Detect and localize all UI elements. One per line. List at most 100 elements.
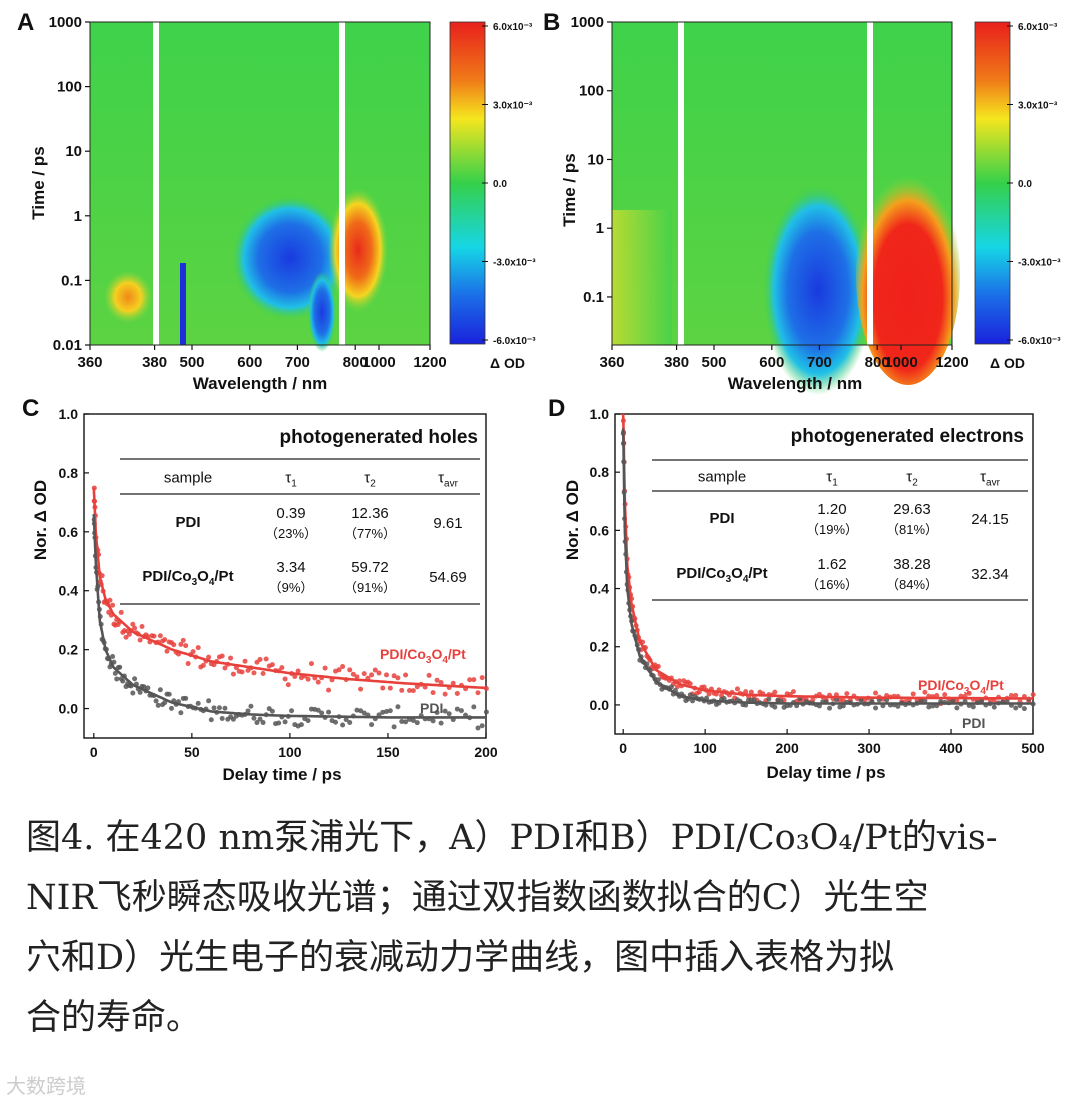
heatmap-a-feature-blue-tail: [308, 272, 336, 352]
x-tick-label: 360: [599, 354, 624, 371]
data-point: [687, 692, 693, 698]
y-tick-label: 0.01: [53, 337, 82, 354]
plot-d-legend-pdi: PDI: [962, 715, 985, 731]
data-point: [195, 700, 201, 706]
y-tick-label: 0.0: [59, 701, 79, 717]
y-tick-label: 1000: [571, 14, 604, 31]
data-point: [340, 722, 346, 728]
data-point: [269, 662, 275, 668]
colorbar-tick-label: -3.0x10⁻³: [1018, 258, 1061, 269]
data-point: [350, 671, 356, 677]
data-point: [326, 709, 332, 715]
panel-label-c: C: [22, 395, 39, 422]
data-point: [219, 653, 225, 659]
y-tick-label: 0.4: [590, 581, 610, 597]
data-point: [251, 715, 257, 721]
data-point: [942, 692, 948, 698]
plot-c-frame: [83, 413, 487, 739]
x-tick-label: 400: [939, 740, 963, 756]
data-point: [399, 687, 405, 693]
data-point: [1013, 692, 1019, 698]
plot-d-ylabel: Nor. Δ OD: [563, 480, 582, 560]
data-point: [790, 689, 796, 695]
table-cell-t2: 29.63: [893, 501, 931, 518]
plot-c-title: photogenerated holes: [280, 427, 478, 448]
data-point: [285, 682, 291, 688]
x-tick-label: 100: [278, 744, 302, 760]
data-point: [910, 691, 916, 697]
fit-line: [92, 514, 486, 719]
y-tick-label: 0.8: [590, 464, 610, 480]
x-tick-label: 500: [179, 354, 204, 371]
table-header: τ2: [364, 470, 376, 490]
x-tick-label: 50: [184, 744, 200, 760]
x-tick-label: 200: [775, 740, 799, 756]
table-cell-tavr: 32.34: [971, 566, 1009, 583]
data-point: [248, 703, 254, 709]
data-point: [130, 690, 136, 696]
data-point: [426, 672, 432, 678]
table-cell-sample: PDI/Co3O4/Pt: [142, 568, 233, 588]
data-point: [361, 671, 367, 677]
data-point: [384, 672, 390, 678]
data-point: [479, 723, 485, 729]
table-cell-t2: 59.72: [351, 559, 389, 576]
data-point: [164, 648, 170, 654]
data-point: [922, 698, 928, 704]
x-tick-label: 0: [619, 740, 627, 756]
data-point: [372, 667, 378, 673]
figure-caption: 图4. 在420 nm泵浦光下，A）PDI和B）PDI/Co₃O₄/Pt的vis…: [26, 808, 1061, 1048]
data-point: [216, 705, 222, 711]
data-point: [706, 691, 712, 697]
data-point: [376, 670, 382, 676]
colorbar-a-label: Δ OD: [490, 355, 525, 371]
data-point: [315, 679, 321, 685]
x-tick-label: 1000: [362, 354, 395, 371]
data-point: [926, 704, 932, 710]
panel-label-b: B: [543, 9, 560, 36]
heatmap-a-break-1: [153, 22, 159, 345]
y-tick-label: 1.0: [59, 406, 79, 422]
data-point: [208, 717, 214, 723]
data-point: [242, 658, 248, 664]
x-tick-label: 150: [376, 744, 400, 760]
data-point: [319, 710, 325, 716]
colorbar-a: 6.0x10⁻³ 3.0x10⁻³ 0.0 -3.0x10⁻³ -6.0x10⁻³ Δ …: [449, 21, 536, 371]
colorbar-tick-label: -3.0x10⁻³: [493, 258, 536, 269]
colorbar-tick-label: 3.0x10⁻³: [1018, 101, 1058, 112]
data-point: [471, 704, 477, 710]
table-cell-t1: 1.20: [817, 501, 846, 518]
data-point: [380, 685, 386, 691]
data-point: [674, 684, 680, 690]
data-point: [446, 711, 452, 717]
x-tick-label: 200: [474, 744, 498, 760]
data-point: [410, 718, 416, 724]
x-tick-label: 380: [142, 354, 167, 371]
colorbar-a-gradient: [449, 21, 486, 345]
data-point: [668, 684, 674, 690]
heatmap-a-feature-narrow-bleach: [180, 263, 186, 345]
data-point: [743, 689, 749, 695]
x-tick-label: 0: [90, 744, 98, 760]
data-point: [873, 690, 879, 696]
data-point: [369, 722, 375, 728]
plot-d-axes: 0.0 0.2 0.4 0.6 0.8 1.0 0 100 200 300 400 500: [590, 406, 1045, 756]
y-tick-label: 0.6: [590, 522, 610, 538]
table-header: τavr: [980, 469, 1000, 489]
data-point: [1008, 693, 1014, 699]
panel-label-a: A: [17, 9, 34, 36]
x-tick-label: 1200: [935, 354, 968, 371]
data-point: [403, 672, 409, 678]
data-point: [467, 677, 473, 683]
data-point: [178, 641, 184, 647]
y-tick-label: 10: [587, 151, 604, 168]
data-point: [827, 705, 833, 711]
colorbar-a-ticks: 6.0x10⁻³ 3.0x10⁻³ 0.0 -3.0x10⁻³ -6.0x10⁻³: [482, 22, 536, 347]
data-point: [206, 654, 212, 660]
data-point: [458, 708, 464, 714]
plot-c-legend-pdi: PDI: [420, 700, 443, 716]
